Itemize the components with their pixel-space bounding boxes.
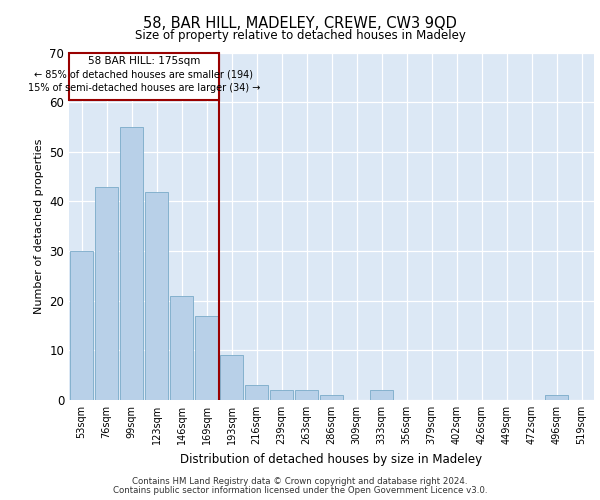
Bar [120, 127, 143, 400]
Bar [545, 395, 568, 400]
Text: 58, BAR HILL, MADELEY, CREWE, CW3 9QD: 58, BAR HILL, MADELEY, CREWE, CW3 9QD [143, 16, 457, 31]
Bar [170, 296, 193, 400]
Bar [220, 356, 243, 400]
Bar [145, 192, 168, 400]
Text: Size of property relative to detached houses in Madeley: Size of property relative to detached ho… [134, 29, 466, 42]
Y-axis label: Number of detached properties: Number of detached properties [34, 138, 44, 314]
Text: 58 BAR HILL: 175sqm: 58 BAR HILL: 175sqm [88, 56, 200, 66]
Text: Contains public sector information licensed under the Open Government Licence v3: Contains public sector information licen… [113, 486, 487, 495]
Bar [70, 251, 93, 400]
Bar [245, 385, 268, 400]
X-axis label: Distribution of detached houses by size in Madeley: Distribution of detached houses by size … [181, 452, 482, 466]
Text: ← 85% of detached houses are smaller (194): ← 85% of detached houses are smaller (19… [35, 70, 254, 80]
Text: Contains HM Land Registry data © Crown copyright and database right 2024.: Contains HM Land Registry data © Crown c… [132, 477, 468, 486]
FancyBboxPatch shape [69, 52, 219, 100]
Bar [370, 390, 393, 400]
Text: 15% of semi-detached houses are larger (34) →: 15% of semi-detached houses are larger (… [28, 84, 260, 94]
Bar [95, 186, 118, 400]
Bar [320, 395, 343, 400]
Bar [195, 316, 218, 400]
Bar [295, 390, 318, 400]
Bar [270, 390, 293, 400]
